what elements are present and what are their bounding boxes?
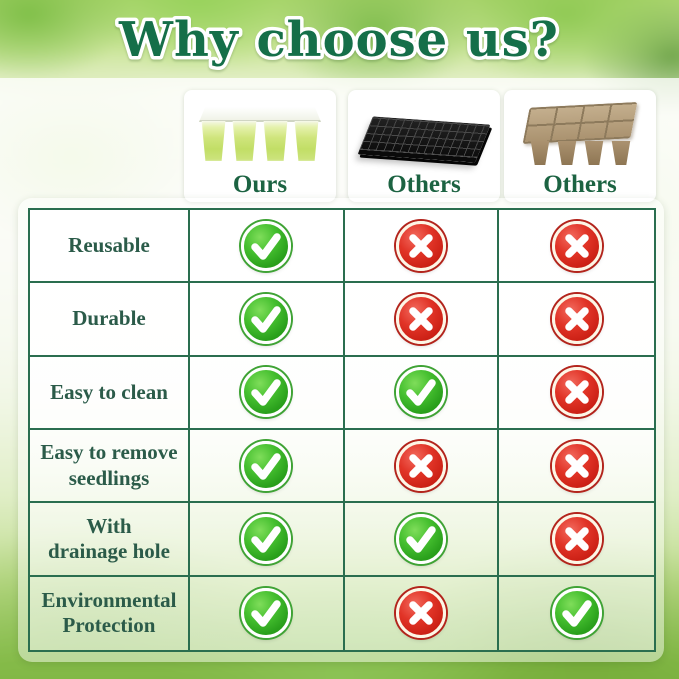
cross-icon — [551, 293, 602, 344]
others2-product-image — [504, 98, 656, 170]
product-label-others-2: Others — [543, 170, 617, 198]
feature-label: Easy to remove seedlings — [40, 440, 178, 490]
cross-icon — [551, 513, 602, 564]
comparison-table: Reusable Durable Easy to clean Easy to r… — [28, 208, 656, 652]
others1-product-image — [348, 98, 500, 170]
page-title: Why choose us? — [118, 12, 559, 68]
check-icon — [241, 367, 292, 418]
cross-icon — [395, 220, 446, 271]
product-label-ours: Ours — [232, 170, 288, 198]
check-icon — [241, 440, 292, 491]
peat-pot-tray-icon — [522, 101, 638, 167]
cross-icon — [551, 440, 602, 491]
page-title-banner: Why choose us? — [115, 9, 562, 72]
ours-product-image — [184, 98, 336, 170]
feature-label: Environmental Protection — [41, 588, 177, 638]
product-card-others-1: Others — [348, 90, 500, 202]
check-icon — [241, 220, 292, 271]
product-label-others-1: Others — [387, 170, 461, 198]
black-plastic-tray-icon — [357, 115, 491, 163]
feature-label: Reusable — [68, 233, 150, 258]
feature-label: Easy to clean — [50, 379, 168, 404]
cross-icon — [551, 220, 602, 271]
check-icon — [551, 588, 602, 639]
cross-icon — [395, 440, 446, 491]
feature-label: With drainage hole — [48, 513, 170, 563]
check-icon — [241, 513, 292, 564]
product-card-ours: Ours — [184, 90, 336, 202]
check-icon — [395, 367, 446, 418]
cross-icon — [395, 588, 446, 639]
check-icon — [241, 293, 292, 344]
cross-icon — [395, 293, 446, 344]
product-card-others-2: Others — [504, 90, 656, 202]
check-icon — [395, 513, 446, 564]
feature-label: Durable — [72, 306, 146, 331]
cross-icon — [551, 367, 602, 418]
green-silicone-tray-icon — [197, 101, 323, 167]
check-icon — [241, 588, 292, 639]
